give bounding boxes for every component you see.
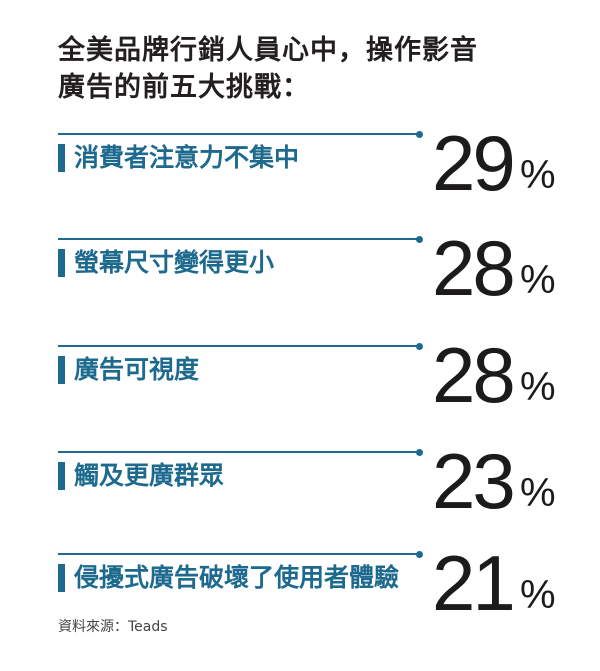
row-divider-dot — [416, 550, 423, 558]
percent-sign: % — [520, 258, 556, 302]
challenge-row: 消費者注意力不集中 29% — [0, 118, 600, 218]
percent-sign: % — [520, 573, 556, 617]
challenge-value: 28 — [432, 331, 516, 419]
row-divider-line — [58, 451, 420, 453]
label-marker — [58, 356, 65, 384]
challenge-row: 侵擾式廣告破壞了使用者體驗 21% — [0, 538, 600, 638]
row-divider-dot — [416, 448, 423, 456]
row-divider-dot — [416, 235, 423, 243]
percent-sign: % — [520, 153, 556, 197]
challenge-value: 29 — [432, 119, 516, 207]
label-marker — [58, 564, 65, 592]
challenge-row: 螢幕尺寸變得更小 28% — [0, 223, 600, 323]
row-divider-dot — [416, 342, 423, 350]
source-note: 資料來源：Teads — [58, 619, 168, 635]
row-divider-dot — [416, 130, 423, 138]
challenge-label: 消費者注意力不集中 — [74, 143, 300, 172]
label-marker — [58, 249, 65, 277]
percent-sign: % — [520, 365, 556, 409]
chart-title-line-1: 全美品牌行銷人員心中，操作影音 — [58, 35, 478, 66]
challenge-label: 侵擾式廣告破壞了使用者體驗 — [74, 563, 400, 592]
row-divider-line — [58, 133, 420, 135]
challenge-label: 觸及更廣群眾 — [74, 461, 225, 490]
challenge-label: 廣告可視度 — [74, 355, 200, 384]
row-divider-line — [58, 238, 420, 240]
row-divider-line — [58, 553, 420, 555]
chart-title-line-2: 廣告的前五大挑戰： — [58, 72, 310, 103]
challenge-value: 23 — [432, 437, 516, 525]
challenge-row: 廣告可視度 28% — [0, 330, 600, 430]
challenge-value: 21 — [432, 539, 516, 627]
percent-sign: % — [520, 471, 556, 515]
challenge-label: 螢幕尺寸變得更小 — [74, 248, 275, 277]
chart-title: 全美品牌行銷人員心中，操作影音 廣告的前五大挑戰： — [58, 32, 478, 106]
challenge-row: 觸及更廣群眾 23% — [0, 436, 600, 536]
label-marker — [58, 144, 65, 172]
challenge-value: 28 — [432, 224, 516, 312]
label-marker — [58, 462, 65, 490]
row-divider-line — [58, 345, 420, 347]
